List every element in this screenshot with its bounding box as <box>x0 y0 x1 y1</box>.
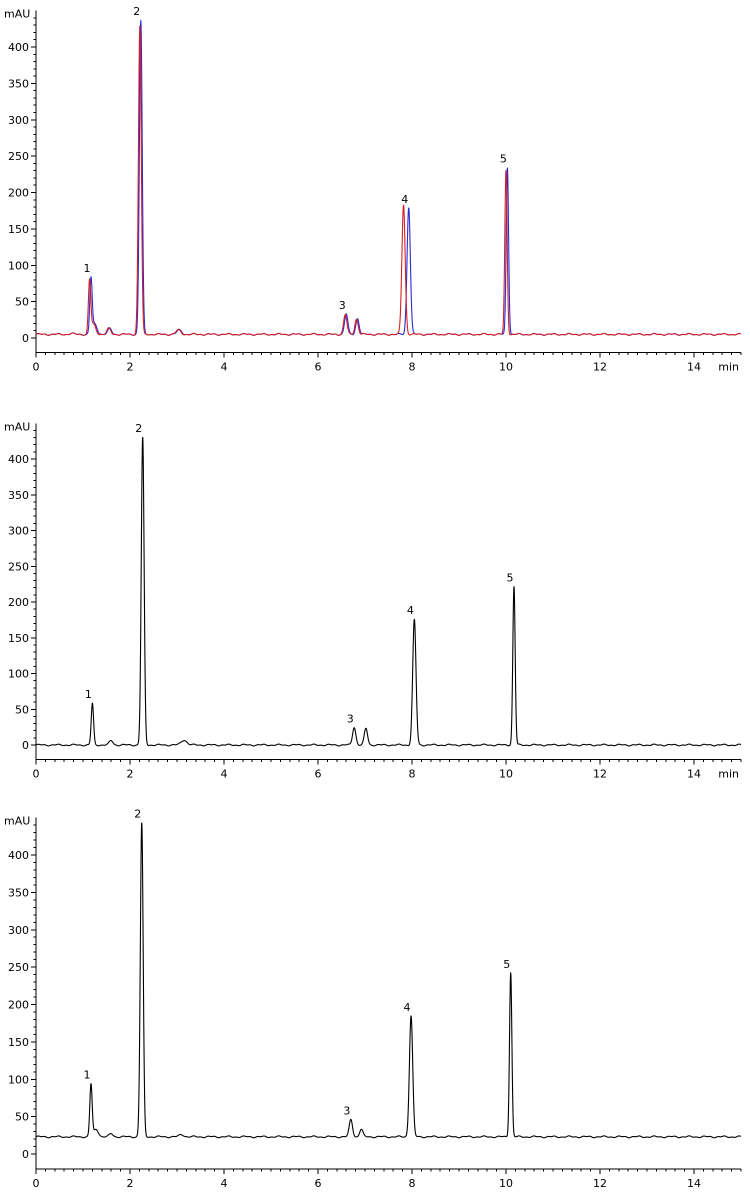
y-tick-label: 150 <box>8 223 29 236</box>
peak-label-5: 5 <box>503 958 510 971</box>
peak-label-2: 2 <box>133 5 140 18</box>
peak-label-3: 3 <box>347 713 354 726</box>
x-tick-label: 2 <box>127 1177 134 1190</box>
x-tick-label: 6 <box>315 1177 322 1190</box>
peak-label-2: 2 <box>134 807 141 820</box>
x-tick-label: 14 <box>687 361 701 374</box>
y-tick-label: 300 <box>8 924 29 937</box>
y-tick-label: 350 <box>8 77 29 90</box>
y-tick-label: 0 <box>22 739 29 752</box>
y-tick-label: 0 <box>22 332 29 345</box>
x-tick-label: 4 <box>221 361 228 374</box>
x-tick-label: 0 <box>33 1177 40 1190</box>
peak-label-5: 5 <box>506 571 513 584</box>
y-tick-label: 350 <box>8 489 29 502</box>
peak-label-1: 1 <box>85 688 92 701</box>
y-axis-label: mAU <box>4 8 30 21</box>
x-tick-label: 14 <box>687 767 701 780</box>
y-tick-label: 250 <box>8 560 29 573</box>
peak-label-4: 4 <box>401 193 408 206</box>
peak-label-1: 1 <box>83 262 90 275</box>
x-axis-label: min <box>718 767 739 780</box>
peak-label-3: 3 <box>343 1104 350 1117</box>
y-tick-label: 150 <box>8 632 29 645</box>
x-tick-label: 6 <box>315 767 322 780</box>
x-tick-label: 10 <box>499 767 513 780</box>
x-tick-label: 8 <box>409 767 416 780</box>
chromatogram-trace-1 <box>35 436 742 747</box>
x-tick-label: 10 <box>499 361 513 374</box>
x-axis-label: min <box>718 361 739 374</box>
y-tick-label: 150 <box>8 1036 29 1049</box>
y-tick-label: 100 <box>8 259 29 272</box>
x-tick-label: 8 <box>409 361 416 374</box>
x-tick-label: 4 <box>221 767 228 780</box>
x-tick-label: 10 <box>499 1177 513 1190</box>
x-tick-label: 12 <box>593 767 607 780</box>
x-tick-label: 8 <box>409 1177 416 1190</box>
y-tick-label: 50 <box>15 296 29 309</box>
y-tick-label: 100 <box>8 668 29 681</box>
chromatogram-trace-1 <box>35 822 742 1139</box>
y-tick-label: 250 <box>8 150 29 163</box>
peak-label-4: 4 <box>407 604 414 617</box>
y-tick-label: 400 <box>8 453 29 466</box>
x-tick-label: 0 <box>33 361 40 374</box>
y-axis-label: mAU <box>4 420 30 433</box>
y-tick-label: 300 <box>8 114 29 127</box>
x-tick-label: 12 <box>593 1177 607 1190</box>
x-tick-label: 12 <box>593 361 607 374</box>
chromatogram-trace-2 <box>35 25 742 336</box>
y-tick-label: 100 <box>8 1073 29 1086</box>
y-tick-label: 50 <box>15 703 29 716</box>
x-tick-label: 2 <box>127 361 134 374</box>
y-tick-label: 200 <box>8 187 29 200</box>
peak-label-2: 2 <box>135 422 142 435</box>
x-tick-label: 6 <box>315 361 322 374</box>
y-tick-label: 50 <box>15 1111 29 1124</box>
x-tick-label: 14 <box>687 1177 701 1190</box>
y-tick-label: 200 <box>8 999 29 1012</box>
x-tick-label: 2 <box>127 767 134 780</box>
y-tick-label: 0 <box>22 1148 29 1161</box>
y-tick-label: 350 <box>8 886 29 899</box>
peak-label-5: 5 <box>500 153 507 166</box>
y-tick-label: 250 <box>8 961 29 974</box>
y-tick-label: 300 <box>8 525 29 538</box>
y-tick-label: 400 <box>8 41 29 54</box>
x-tick-label: 0 <box>33 767 40 780</box>
peak-label-4: 4 <box>404 1001 411 1014</box>
peak-label-3: 3 <box>339 299 346 312</box>
peak-label-1: 1 <box>83 1069 90 1082</box>
x-tick-label: 4 <box>221 1177 228 1190</box>
y-tick-label: 200 <box>8 596 29 609</box>
y-tick-label: 400 <box>8 849 29 862</box>
y-axis-label: mAU <box>4 815 30 828</box>
